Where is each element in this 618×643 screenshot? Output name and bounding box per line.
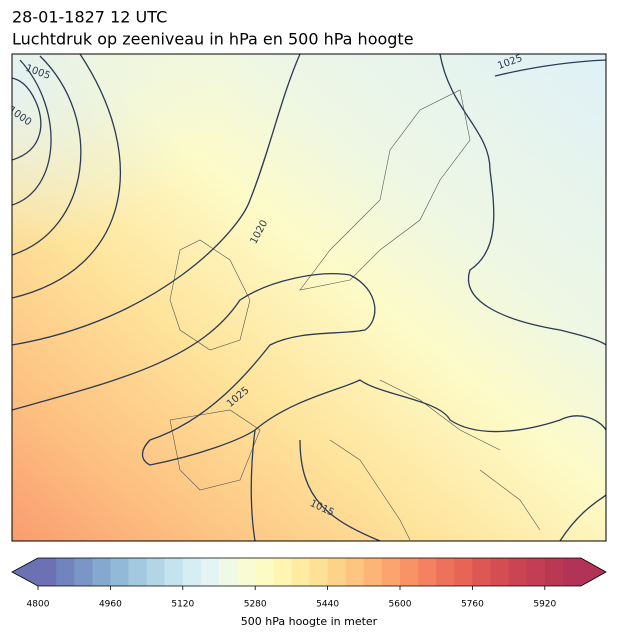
colorbar-segment [309,558,329,586]
colorbar-segment [472,558,491,586]
colorbar-segment [110,558,129,586]
colorbar-segment [237,558,256,586]
colorbar-segment [273,558,292,586]
colorbar-extend-high [581,558,606,586]
colorbar-segment [400,558,419,586]
colorbar-segment [146,558,166,586]
colorbar-segment [38,558,57,586]
colorbar-tick-label: 4800 [27,600,50,610]
colorbar-tick-label: 5760 [461,600,484,610]
map: 1005 1000 1025 1020 1025 1015 [12,54,606,541]
colorbar-segment [381,558,401,586]
colorbar-segment [490,558,510,586]
colorbar-segment [526,558,546,586]
colorbar-segment [74,558,93,586]
colorbar-segment [508,558,528,586]
colorbar-segment [345,558,365,586]
colorbar-segment [327,558,347,586]
colorbar-segment [436,558,455,586]
map-frame [11,53,607,542]
colorbar: 4800 4960 5120 5280 5440 5600 5760 5920 [11,557,607,610]
colorbar-outline [11,557,607,587]
colorbar-label: 500 hPa hoogte in meter [241,615,378,628]
colorbar-segment [454,558,473,586]
subtitle: Luchtdruk op zeeniveau in hPa en 500 hPa… [12,30,414,49]
colorbar-tick-label: 5120 [171,600,194,610]
colorbar-tick-label: 4960 [99,600,122,610]
colorbar-segment [363,558,383,586]
colorbar-extend-low [12,558,38,586]
colorbar-segment [164,558,184,586]
colorbar-segment [56,558,75,586]
colorbar-segment [92,558,111,586]
colorbar-tick-label: 5920 [533,600,556,610]
colorbar-segment [255,558,274,586]
colorbar-segment [544,558,564,586]
colorbar-segment [291,558,310,586]
colorbar-tick-label: 5600 [389,600,412,610]
colorbar-tick-label: 5280 [244,600,267,610]
colorbar-segment [562,558,582,586]
colorbar-segment [182,558,202,586]
colorbar-segment [200,558,220,586]
colorbar-segment [219,558,238,586]
title: 28-01-1827 12 UTC [12,8,167,27]
colorbar-tick-label: 5440 [316,600,339,610]
colorbar-segment [418,558,437,586]
colorbar-segment [128,558,148,586]
